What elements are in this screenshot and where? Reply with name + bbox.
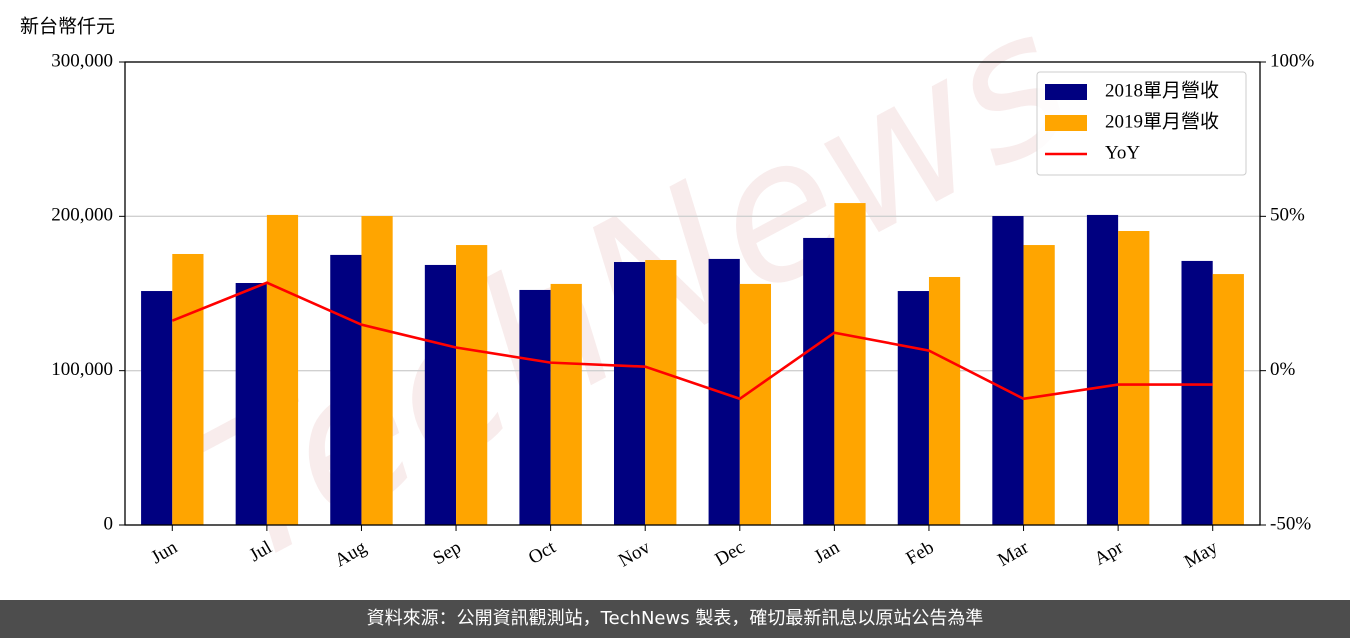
legend-label: 2019單月營收	[1105, 110, 1219, 132]
bar	[992, 216, 1024, 526]
x-tick-label: May	[1181, 537, 1222, 573]
x-tick-label: Mar	[994, 537, 1032, 571]
bar	[456, 245, 488, 525]
legend-swatch	[1045, 84, 1087, 100]
y-tick-label: 0	[104, 513, 114, 534]
bar	[1118, 230, 1150, 525]
legend-box	[1036, 71, 1247, 176]
bar	[1212, 274, 1244, 525]
footer-text: 資料來源：公開資訊觀測站，TechNews 製表，確切最新訊息以原站公告為準	[367, 608, 984, 629]
bar	[645, 260, 677, 525]
footer-bar	[0, 600, 1350, 638]
x-tick-label: Apr	[1091, 537, 1128, 570]
y2-tick-label: 50%	[1270, 205, 1305, 226]
x-tick-label: Dec	[711, 537, 748, 570]
bar	[613, 262, 646, 525]
bar	[1181, 260, 1213, 525]
y2-tick-label: -50%	[1270, 513, 1311, 534]
bar	[834, 203, 866, 525]
legend-label: 2018單月營收	[1105, 79, 1219, 101]
x-tick-label: Nov	[615, 537, 654, 572]
bar	[708, 258, 740, 525]
bar	[550, 283, 582, 525]
y-axis-title: 新台幣仟元	[20, 16, 115, 38]
bar	[739, 283, 772, 525]
y-tick-label: 300,000	[51, 50, 113, 71]
x-tick-label: Jan	[811, 537, 844, 568]
y2-tick-label: 100%	[1270, 50, 1315, 71]
x-tick-label: Sep	[430, 537, 465, 569]
y-tick-label: 100,000	[51, 359, 113, 380]
bar	[803, 237, 835, 525]
bar	[235, 283, 267, 525]
bar	[424, 264, 457, 525]
y2-tick-label: 0%	[1270, 359, 1296, 380]
bar	[897, 291, 929, 525]
y-tick-label: 200,000	[51, 205, 113, 226]
legend-label: YoY	[1105, 142, 1140, 163]
bar	[330, 254, 362, 525]
bar	[519, 289, 551, 525]
line	[171, 281, 1213, 401]
bar	[141, 291, 173, 525]
legend-swatch	[1045, 115, 1087, 131]
bar	[361, 216, 393, 526]
bar	[172, 253, 204, 525]
plot-frame	[124, 61, 1261, 526]
x-tick-label: Jun	[148, 537, 182, 569]
bar	[1023, 245, 1055, 525]
bar	[266, 214, 299, 525]
x-tick-label: Feb	[902, 537, 937, 569]
bar	[1086, 214, 1119, 525]
bar	[928, 276, 961, 525]
x-tick-label: Oct	[525, 537, 560, 569]
